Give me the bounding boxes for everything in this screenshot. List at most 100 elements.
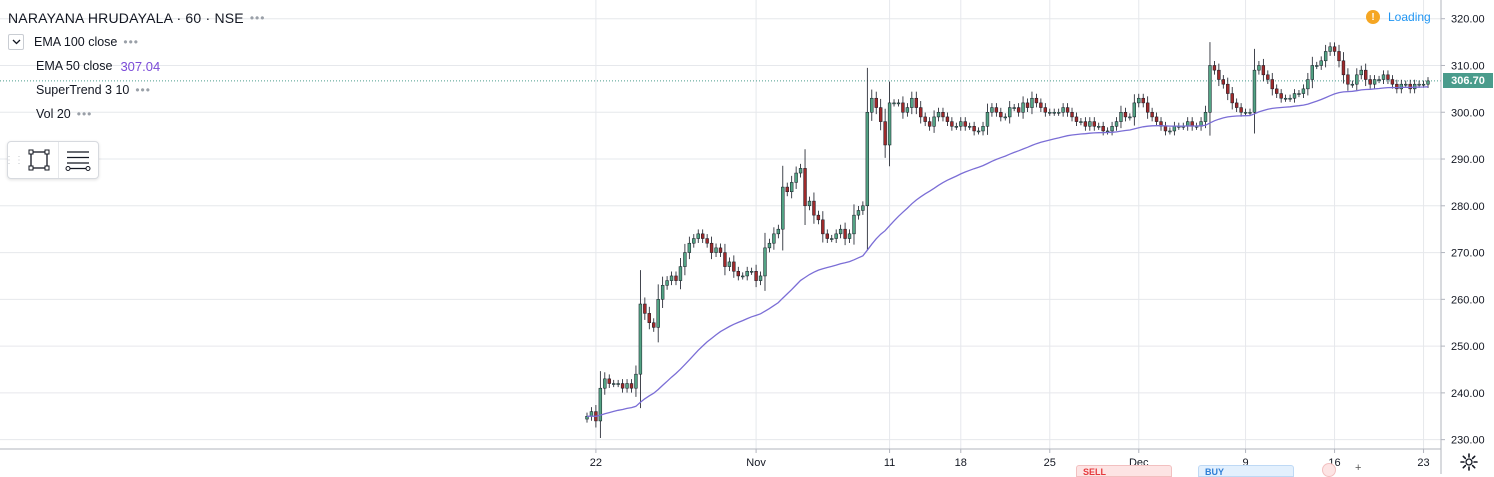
candle <box>1390 75 1395 89</box>
candle <box>1163 121 1168 136</box>
order-panel-toggle-icon[interactable] <box>1322 463 1336 477</box>
candle-body <box>612 383 616 385</box>
candle-body <box>852 214 856 235</box>
candle-body <box>1101 126 1105 132</box>
drag-handle-icon[interactable]: ⋮⋮ <box>4 154 24 166</box>
indicator-row-vol[interactable]: Vol 20 ••• <box>8 102 265 126</box>
candle <box>1168 127 1172 135</box>
indicator-row-ema50[interactable]: EMA 50 close 307.04 <box>8 54 265 78</box>
time-tick-label: 22 <box>590 457 602 469</box>
indicator-label: EMA 50 close <box>36 59 113 73</box>
indicator-row-ema100[interactable]: EMA 100 close ••• <box>8 30 265 54</box>
candle-body <box>598 387 603 422</box>
chart-legend: NARAYANA HRUDAYALA · 60 · NSE ••• EMA 10… <box>8 6 265 126</box>
candle <box>785 182 789 197</box>
candle-body <box>1372 79 1377 85</box>
price-axis[interactable]: 320.00 310.00 300.00 290.00 280.00 270.00 260.… <box>1441 14 1485 447</box>
candle <box>1270 72 1274 96</box>
candle <box>830 234 834 243</box>
candle-body <box>910 97 914 108</box>
candle-body <box>1270 79 1274 90</box>
candle-body <box>1056 112 1061 114</box>
candle <box>838 224 843 239</box>
candle-body <box>807 200 812 207</box>
candle-body <box>652 322 656 328</box>
candle <box>1350 80 1355 88</box>
horizontal-lines-icon <box>65 151 91 171</box>
candle-body <box>1043 107 1048 113</box>
candle <box>1043 103 1048 117</box>
indicator-row-supertrend[interactable]: SuperTrend 3 10 ••• <box>8 78 265 102</box>
warning-icon[interactable]: ! <box>1366 10 1380 24</box>
candle-body <box>1025 102 1030 108</box>
candle-body <box>994 107 999 113</box>
candle-body <box>874 97 878 108</box>
candle-body <box>892 102 896 105</box>
candle <box>910 91 914 115</box>
rectangle-tool-button[interactable] <box>20 142 58 178</box>
candle-body <box>945 116 950 122</box>
candle <box>656 284 660 343</box>
candle <box>603 372 607 395</box>
candle <box>660 276 665 308</box>
candle-body <box>643 303 647 314</box>
candle <box>687 236 692 260</box>
candle <box>1021 96 1025 119</box>
candle-body <box>870 97 874 113</box>
candle <box>865 67 870 251</box>
candle-body <box>647 313 651 323</box>
candle <box>665 276 669 290</box>
candle-body <box>999 112 1003 118</box>
gear-icon[interactable] <box>1459 452 1479 472</box>
candle <box>927 117 932 131</box>
candle-body <box>687 242 692 253</box>
candle-body <box>1323 51 1328 62</box>
candle-body <box>985 112 990 127</box>
candle-body <box>758 275 763 281</box>
indicator-more-icon[interactable]: ••• <box>135 83 151 97</box>
candle-body <box>1172 126 1177 132</box>
candle-body <box>803 168 807 207</box>
symbol-more-icon[interactable]: ••• <box>249 11 266 25</box>
candle <box>1341 52 1346 84</box>
candle <box>999 107 1003 122</box>
indicator-more-icon[interactable]: ••• <box>76 107 93 121</box>
sell-button[interactable]: SELL <box>1076 465 1172 477</box>
candle <box>1034 93 1039 108</box>
candle-body <box>1328 46 1332 52</box>
candle <box>1016 103 1021 117</box>
candle-body <box>847 233 852 239</box>
candle <box>647 306 651 330</box>
candle <box>852 204 856 245</box>
candle <box>941 107 945 122</box>
candle <box>612 379 616 388</box>
collapse-legend-button[interactable] <box>8 34 24 50</box>
candle-body <box>856 210 861 216</box>
candle <box>923 112 927 127</box>
candle <box>696 229 700 243</box>
plus-icon[interactable]: + <box>1355 462 1362 474</box>
buy-button[interactable]: BUY <box>1198 465 1294 477</box>
candle-body <box>1061 107 1065 113</box>
candles <box>585 42 1430 439</box>
candle <box>1381 70 1386 84</box>
candle <box>976 127 981 135</box>
candle-body <box>1252 69 1257 113</box>
candle <box>1074 112 1079 127</box>
symbol-title[interactable]: NARAYANA HRUDAYALA · 60 · NSE <box>8 10 244 26</box>
last-price-label: 306.70 <box>1443 73 1493 88</box>
candle <box>749 267 754 275</box>
candle-body <box>963 121 967 127</box>
candle <box>843 222 847 246</box>
candle-body <box>1310 65 1314 80</box>
indicator-more-icon[interactable]: ••• <box>123 35 139 49</box>
candle-body <box>669 275 674 281</box>
time-axis[interactable]: 22 Nov 11 18 25 Dec 9 16 23 <box>590 449 1430 469</box>
candle <box>585 412 589 423</box>
candle <box>1252 48 1257 134</box>
candle-body <box>678 266 683 281</box>
candle <box>732 255 736 278</box>
candle <box>1217 63 1221 87</box>
horizontal-lines-tool-button[interactable] <box>58 142 97 178</box>
